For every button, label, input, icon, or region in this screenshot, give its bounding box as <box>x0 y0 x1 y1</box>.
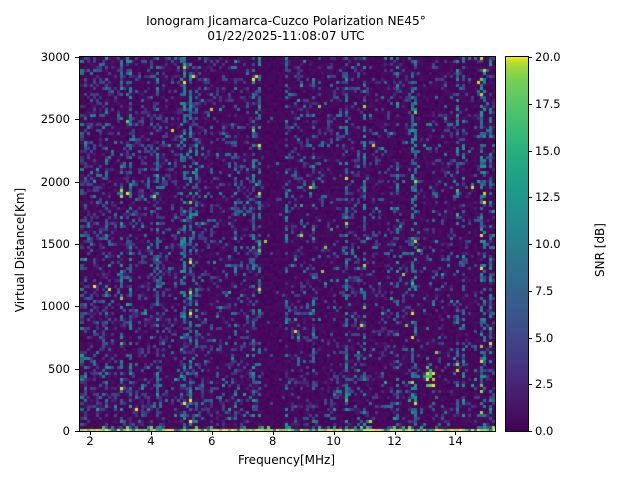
x-axis-label: Frequency[MHz] <box>237 453 336 467</box>
colorbar-tick-label: 5.0 <box>535 330 554 345</box>
y-tick-mark <box>75 244 79 245</box>
colorbar-tick-mark <box>528 244 532 245</box>
colorbar-tick-label: 17.5 <box>535 96 561 111</box>
x-tick-label: 4 <box>147 434 155 448</box>
colorbar-tick-label: 2.5 <box>535 377 554 392</box>
x-tick-label: 8 <box>269 434 277 448</box>
plot-title: Ionogram Jicamarca-Cuzco Polarization NE… <box>146 14 426 43</box>
y-tick-label: 1500 <box>40 237 70 251</box>
colorbar-tick-mark <box>528 150 532 152</box>
y-tick-mark <box>75 57 79 58</box>
x-tick-mark <box>394 431 396 435</box>
colorbar-tick-label: 7.5 <box>535 283 554 298</box>
colorbar-tick-mark <box>528 197 532 199</box>
x-tick-label: 10 <box>326 434 341 448</box>
y-tick-mark <box>75 431 79 432</box>
x-tick-label: 12 <box>387 434 402 448</box>
y-tick-label: 2000 <box>40 174 70 189</box>
y-tick-label: 0 <box>62 424 70 438</box>
y-tick-mark <box>75 181 79 183</box>
x-tick-label: 14 <box>448 434 463 448</box>
colorbar-tick-label: 10.0 <box>535 237 561 251</box>
colorbar-tick-mark <box>528 103 532 105</box>
y-tick-mark <box>75 368 79 370</box>
x-tick-mark <box>272 431 274 435</box>
x-tick-mark <box>333 431 335 435</box>
y-tick-label: 500 <box>48 361 70 376</box>
x-tick-mark <box>150 431 152 435</box>
colorbar-tick-mark <box>528 384 532 386</box>
colorbar-tick-label: 12.5 <box>535 190 561 205</box>
y-tick-label-group: 0 500 1000 1500 2000 2500 3000 <box>26 0 70 480</box>
ionogram-heatmap-axes[interactable] <box>79 56 496 432</box>
x-tick-mark <box>90 431 92 435</box>
colorbar-label: SNR [dB] <box>593 223 607 277</box>
colorbar-tick-label: 15.0 <box>535 143 561 158</box>
colorbar-tick-label: 20.0 <box>535 50 561 64</box>
x-tick-mark <box>455 431 457 435</box>
colorbar-tick-mark <box>528 431 532 432</box>
x-tick-label: 6 <box>208 434 216 448</box>
y-tick-label: 1000 <box>40 299 70 314</box>
colorbar-tick-mark <box>528 290 532 292</box>
y-tick-label: 2500 <box>40 112 70 127</box>
colorbar-tick-mark <box>528 57 532 58</box>
colorbar-tick-mark <box>528 337 532 339</box>
y-tick-mark <box>75 119 79 121</box>
snr-colorbar[interactable] <box>505 56 529 432</box>
colorbar-tick-label: 0.0 <box>535 424 554 438</box>
x-tick-label: 2 <box>86 434 94 448</box>
ionogram-heatmap <box>80 57 495 431</box>
y-tick-mark <box>75 306 79 308</box>
y-axis-label: Virtual Distance[Km] <box>13 187 27 313</box>
y-tick-label: 3000 <box>40 50 70 64</box>
x-tick-mark <box>211 431 213 435</box>
